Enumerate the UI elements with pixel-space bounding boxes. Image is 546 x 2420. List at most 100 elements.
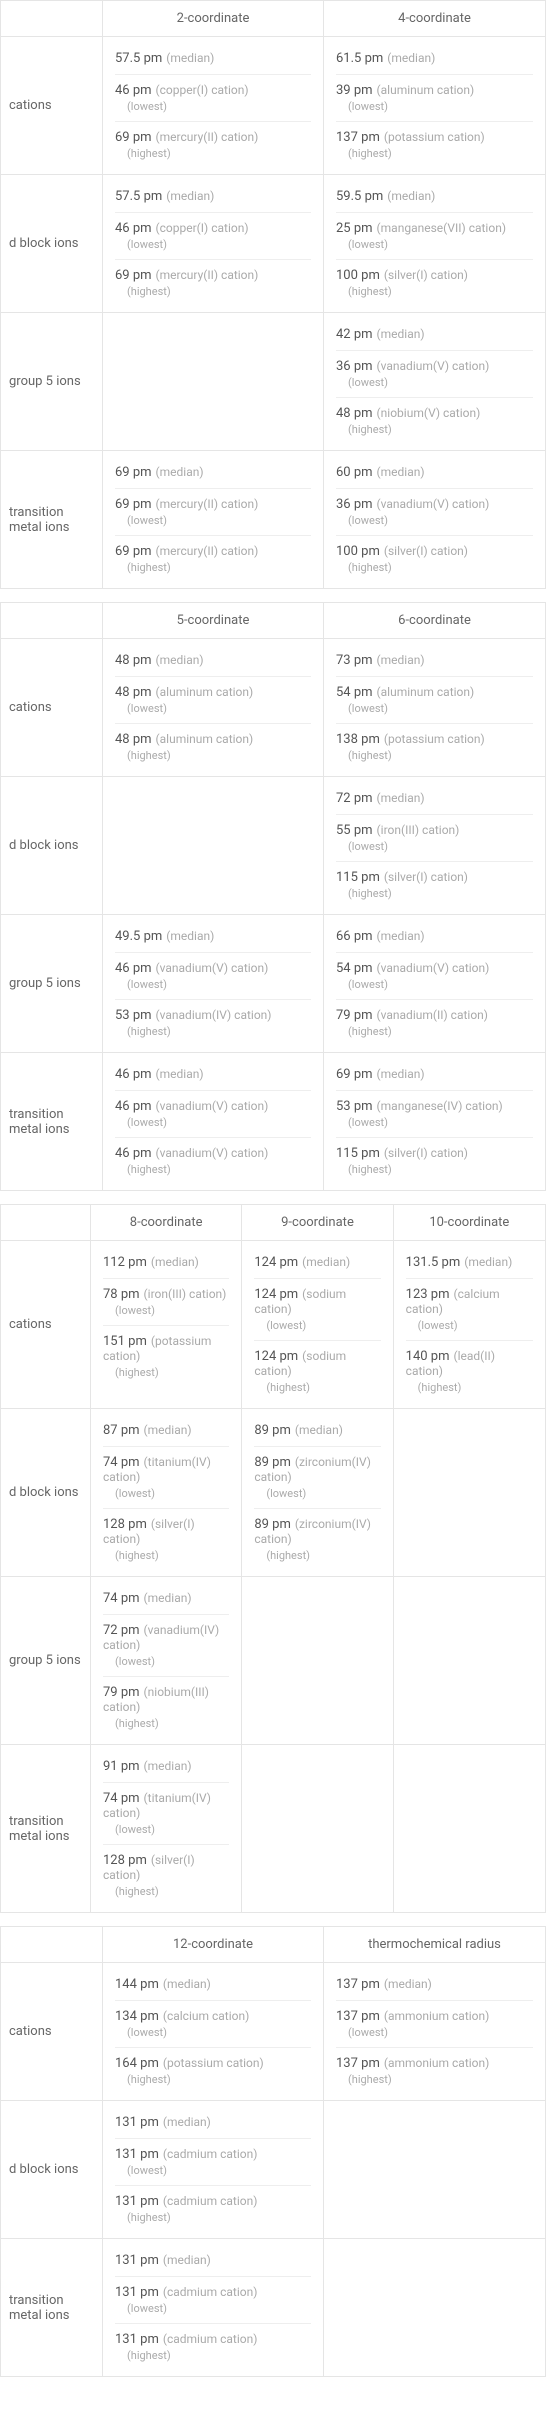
stat-qualifier: (lowest) (348, 1116, 533, 1129)
stat-entry: 46 pm(median) (115, 1063, 311, 1086)
stat-qualifier: (highest) (266, 1381, 380, 1394)
stat-entry: 54 pm(vanadium(V) cation)(lowest) (336, 952, 533, 995)
stat-value: 55 pm (336, 823, 373, 838)
stat-entry: 69 pm(mercury(II) cation)(highest) (115, 259, 311, 302)
column-header: 12-coordinate (103, 1927, 324, 1962)
stat-note: (niobium(V) cation) (377, 406, 481, 420)
stat-note: (median) (387, 51, 435, 65)
stat-value: 78 pm (103, 1287, 140, 1302)
stat-entry: 46 pm(copper(I) cation)(lowest) (115, 212, 311, 255)
stat-entry: 74 pm(titanium(IV) cation)(lowest) (103, 1446, 229, 1504)
stat-entry: 131.5 pm(median) (406, 1251, 533, 1274)
stat-entry: 137 pm(ammonium cation)(highest) (336, 2047, 533, 2090)
stat-qualifier: (highest) (348, 561, 533, 574)
stat-qualifier: (lowest) (127, 1116, 311, 1129)
stat-qualifier: (lowest) (418, 1319, 533, 1332)
stat-note: (potassium cation) (384, 130, 485, 144)
stat-value: 66 pm (336, 929, 373, 944)
stat-qualifier: (lowest) (348, 238, 533, 251)
stat-note: (calcium cation) (163, 2009, 249, 2023)
stat-entry: 48 pm(aluminum cation)(highest) (115, 723, 311, 766)
row-label: transition metal ions (1, 2239, 103, 2376)
header-blank (1, 1205, 91, 1240)
stat-qualifier: (lowest) (115, 1823, 229, 1836)
column-header: 8-coordinate (91, 1205, 242, 1240)
data-cell: 87 pm(median)74 pm(titanium(IV) cation)(… (91, 1409, 242, 1576)
stat-value: 91 pm (103, 1759, 140, 1774)
stat-entry: 66 pm(median) (336, 925, 533, 948)
stat-value: 164 pm (115, 2056, 159, 2071)
stat-entry: 112 pm(median) (103, 1251, 229, 1274)
data-cell: 89 pm(median)89 pm(zirconium(IV) cation)… (242, 1409, 393, 1576)
data-cell (394, 1745, 545, 1912)
stat-value: 131 pm (115, 2147, 159, 2162)
stat-entry: 89 pm(zirconium(IV) cation)(lowest) (254, 1446, 380, 1504)
stat-qualifier: (highest) (348, 423, 533, 436)
table-row: d block ions72 pm(median)55 pm(iron(III)… (1, 777, 545, 915)
stat-entry: 73 pm(median) (336, 649, 533, 672)
stat-qualifier: (lowest) (115, 1304, 229, 1317)
stat-note: (potassium cation) (163, 2056, 264, 2070)
stat-qualifier: (highest) (348, 1025, 533, 1038)
data-cell (242, 1745, 393, 1912)
data-cell: 61.5 pm(median)39 pm(aluminum cation)(lo… (324, 37, 545, 174)
stat-entry: 49.5 pm(median) (115, 925, 311, 948)
header-blank (1, 603, 103, 638)
stat-note: (median) (156, 653, 204, 667)
table-header-row: 5-coordinate6-coordinate (1, 603, 545, 639)
stat-entry: 48 pm(niobium(V) cation)(highest) (336, 397, 533, 440)
stat-note: (median) (166, 929, 214, 943)
stat-value: 79 pm (103, 1685, 140, 1700)
stat-note: (mercury(II) cation) (156, 497, 259, 511)
data-cell: 124 pm(median)124 pm(sodium cation)(lowe… (242, 1241, 393, 1408)
stat-entry: 131 pm(cadmium cation)(highest) (115, 2185, 311, 2228)
data-cell: 57.5 pm(median)46 pm(copper(I) cation)(l… (103, 175, 324, 312)
stat-qualifier: (lowest) (127, 514, 311, 527)
header-blank (1, 1, 103, 36)
stat-note: (aluminum cation) (377, 685, 475, 699)
stat-value: 60 pm (336, 465, 373, 480)
stat-entry: 53 pm(vanadium(IV) cation)(highest) (115, 999, 311, 1042)
stat-entry: 74 pm(median) (103, 1587, 229, 1610)
stat-note: (ammonium cation) (384, 2056, 490, 2070)
stat-note: (silver(I) cation) (384, 1146, 468, 1160)
stat-note: (cadmium cation) (163, 2194, 258, 2208)
stat-qualifier: (lowest) (348, 2026, 533, 2039)
table-row: d block ions57.5 pm(median)46 pm(copper(… (1, 175, 545, 313)
stat-qualifier: (highest) (348, 749, 533, 762)
stat-note: (median) (295, 1423, 343, 1437)
stat-entry: 115 pm(silver(I) cation)(highest) (336, 1137, 533, 1180)
data-cell: 131 pm(median)131 pm(cadmium cation)(low… (103, 2239, 324, 2376)
stat-value: 140 pm (406, 1349, 450, 1364)
stat-value: 46 pm (115, 1099, 152, 1114)
stat-entry: 115 pm(silver(I) cation)(highest) (336, 861, 533, 904)
stat-entry: 131 pm(cadmium cation)(lowest) (115, 2276, 311, 2319)
stat-note: (cadmium cation) (163, 2285, 258, 2299)
row-label: cations (1, 1241, 91, 1408)
stat-value: 53 pm (115, 1008, 152, 1023)
stat-qualifier: (highest) (127, 2349, 311, 2362)
stat-value: 53 pm (336, 1099, 373, 1114)
stat-qualifier: (highest) (348, 285, 533, 298)
stat-entry: 137 pm(potassium cation)(highest) (336, 121, 533, 164)
table-separator (0, 1191, 546, 1205)
stat-value: 138 pm (336, 732, 380, 747)
stat-note: (manganese(IV) cation) (377, 1099, 503, 1113)
stat-qualifier: (highest) (127, 2211, 311, 2224)
stat-value: 69 pm (115, 465, 152, 480)
data-cell: 60 pm(median)36 pm(vanadium(V) cation)(l… (324, 451, 545, 588)
data-cell (103, 777, 324, 914)
stat-note: (vanadium(V) cation) (377, 359, 490, 373)
row-label: d block ions (1, 2101, 103, 2238)
stat-entry: 69 pm(mercury(II) cation)(highest) (115, 535, 311, 578)
stat-value: 79 pm (336, 1008, 373, 1023)
stat-qualifier: (highest) (115, 1366, 229, 1379)
stat-note: (mercury(II) cation) (156, 268, 259, 282)
stat-qualifier: (lowest) (348, 840, 533, 853)
stat-value: 137 pm (336, 2009, 380, 2024)
stat-note: (iron(III) cation) (144, 1287, 227, 1301)
stat-qualifier: (highest) (127, 285, 311, 298)
stat-entry: 124 pm(sodium cation)(highest) (254, 1340, 380, 1398)
stat-entry: 100 pm(silver(I) cation)(highest) (336, 259, 533, 302)
stat-value: 100 pm (336, 268, 380, 283)
